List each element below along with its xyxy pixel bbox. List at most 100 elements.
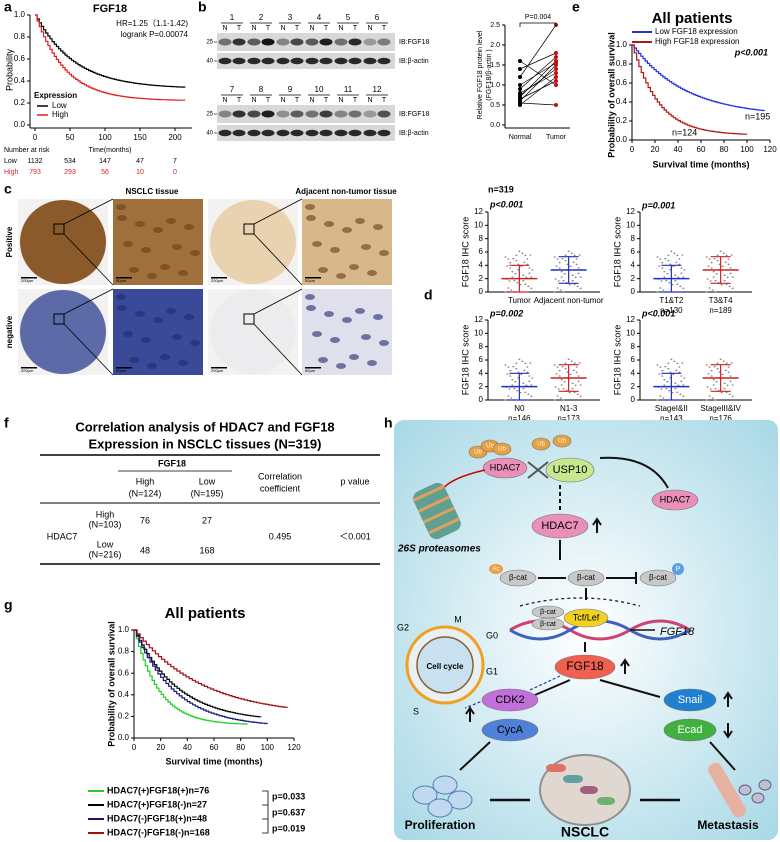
cell xyxy=(342,317,352,323)
band xyxy=(348,110,362,118)
dot xyxy=(514,272,517,275)
dot xyxy=(667,254,670,257)
tick-label: 2.0 xyxy=(490,42,500,49)
hdac7: HDAC7 xyxy=(541,520,578,532)
dot xyxy=(723,274,726,277)
outcome-label: Proliferation xyxy=(405,818,476,832)
dot xyxy=(579,384,582,386)
lane-label: 4 xyxy=(317,13,322,22)
dot xyxy=(722,360,725,363)
cell: 27 xyxy=(202,515,212,525)
scale-label: 50μm xyxy=(305,368,316,373)
dot xyxy=(661,267,664,269)
dot xyxy=(730,254,733,256)
hdac7-shape xyxy=(482,457,528,479)
point xyxy=(518,97,522,101)
dot xyxy=(710,375,713,377)
band xyxy=(290,38,304,46)
dot xyxy=(731,287,734,290)
band xyxy=(290,110,304,118)
scissors xyxy=(527,461,549,479)
group-label: Tumor xyxy=(508,296,531,305)
dot xyxy=(723,387,726,390)
tick-label: Tumor xyxy=(546,134,567,141)
scale-label: 50μm xyxy=(116,278,127,283)
bracket xyxy=(519,22,557,27)
dot xyxy=(681,254,684,256)
cell xyxy=(361,334,371,340)
row-label: negative xyxy=(5,315,14,348)
dot xyxy=(676,362,679,365)
zoom-line xyxy=(63,233,114,286)
tick-label: 0.0 xyxy=(118,733,130,742)
snail: Snail xyxy=(678,694,702,706)
risk-value: 47 xyxy=(136,158,144,165)
dot xyxy=(522,274,525,277)
cell xyxy=(367,360,377,366)
dot xyxy=(516,389,519,392)
dot xyxy=(509,267,512,269)
row-group: HDAC7 xyxy=(47,531,78,541)
scale-bar xyxy=(21,277,37,279)
tick-label: 4 xyxy=(631,368,636,377)
dot xyxy=(723,279,726,282)
dot xyxy=(529,362,532,364)
legend-label: Low FGF18 expression xyxy=(655,27,738,36)
band xyxy=(247,38,261,46)
tumor-cell xyxy=(603,797,615,805)
tick-label: 0.2 xyxy=(616,116,628,125)
cell xyxy=(330,337,340,343)
cell xyxy=(172,334,182,340)
dot xyxy=(577,375,580,377)
band xyxy=(232,57,246,65)
annotation: p=0.019 xyxy=(272,823,305,833)
pair-line xyxy=(519,60,557,86)
zoom-line xyxy=(253,323,303,376)
dashed-link xyxy=(464,699,486,709)
dot xyxy=(661,369,664,372)
band xyxy=(247,129,261,137)
dot xyxy=(515,259,518,262)
hdac7-shape xyxy=(531,513,589,539)
band xyxy=(218,129,232,137)
bcat-shape xyxy=(531,617,565,631)
dot xyxy=(679,393,682,396)
lane-sub-label: T xyxy=(266,97,271,104)
axis-label: Survival time (months) xyxy=(165,756,262,766)
dot xyxy=(708,258,711,260)
band xyxy=(247,57,261,65)
tick-label: 120 xyxy=(763,145,777,154)
dot xyxy=(511,378,514,381)
zoom-box xyxy=(243,223,255,235)
band xyxy=(261,129,275,137)
dot xyxy=(714,279,717,282)
scale-label: 200μm xyxy=(21,278,34,283)
cell: 76 xyxy=(140,515,150,525)
tick-label: 40 xyxy=(674,145,683,154)
cell xyxy=(305,294,315,300)
dot xyxy=(715,380,718,383)
dot xyxy=(664,365,667,368)
bcat-shape xyxy=(567,569,605,587)
band xyxy=(290,129,304,137)
dot xyxy=(729,272,732,275)
dot xyxy=(720,391,723,394)
scale-bar xyxy=(211,277,227,279)
dot xyxy=(508,388,511,390)
point xyxy=(518,75,522,79)
dot xyxy=(656,256,659,258)
dot xyxy=(727,366,730,368)
tick-label: 8 xyxy=(631,234,636,243)
panel-label: e xyxy=(572,0,580,15)
dot xyxy=(507,366,510,368)
dot xyxy=(560,378,563,381)
bcat-shape xyxy=(499,569,537,587)
dot xyxy=(507,287,510,289)
blot-label: IB:FGF18 xyxy=(399,111,429,118)
dot xyxy=(521,360,524,363)
cell xyxy=(178,360,188,366)
dot xyxy=(707,373,710,375)
dot xyxy=(569,265,572,268)
tick-label: 1.0 xyxy=(118,625,130,634)
column-header: High xyxy=(136,476,155,486)
